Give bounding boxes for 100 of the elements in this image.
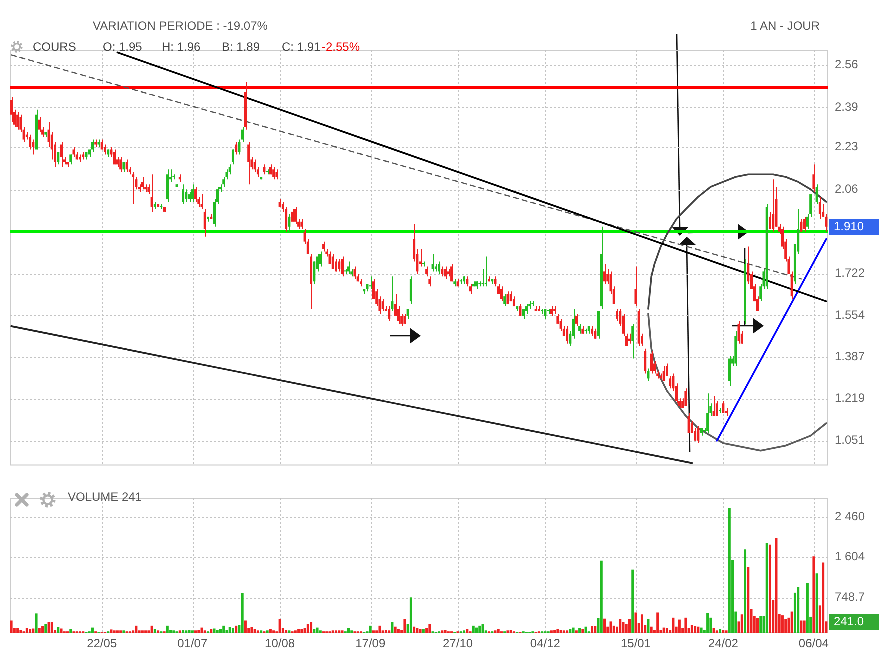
candlestick [388, 306, 391, 322]
bar [822, 562, 825, 633]
bar [348, 628, 350, 633]
y-tick-label: 2 460 [835, 509, 866, 524]
bar [700, 628, 703, 633]
candlestick [816, 184, 818, 205]
bar [16, 628, 20, 633]
bar [600, 560, 603, 633]
candlestick [254, 159, 256, 173]
bar [728, 508, 731, 633]
annotation: COURS [33, 40, 76, 54]
candlestick [338, 258, 341, 272]
candlestick [662, 366, 666, 382]
bar [198, 630, 200, 633]
chart-subtitle: 1 AN - JOUR [750, 19, 820, 33]
candlestick [38, 116, 41, 133]
bar [554, 630, 556, 633]
bar [416, 628, 419, 633]
candlestick [91, 139, 94, 153]
candlestick [150, 174, 154, 212]
candlestick [182, 184, 185, 205]
bar [697, 626, 700, 633]
candlestick [697, 425, 700, 444]
candlestick [104, 144, 106, 156]
bar [42, 626, 44, 633]
candlestick [506, 291, 510, 305]
candlestick [604, 264, 606, 285]
bar [50, 622, 54, 633]
bar [316, 628, 319, 633]
bar [241, 593, 244, 633]
bar [210, 629, 213, 633]
candlestick [60, 142, 63, 168]
candlestick [113, 149, 116, 166]
candlestick [647, 368, 650, 382]
bar [747, 567, 750, 633]
bar [722, 630, 725, 633]
bar [278, 619, 282, 633]
bar [800, 620, 803, 633]
candlestick [650, 350, 653, 374]
y-tick-label: 1 604 [835, 550, 866, 564]
candlestick [712, 396, 716, 417]
bar [760, 616, 762, 633]
candlestick [806, 214, 809, 230]
bar [57, 627, 60, 633]
bar [666, 628, 668, 633]
candlestick [544, 308, 547, 320]
bar [594, 626, 597, 633]
candlestick [348, 261, 350, 275]
candlestick [382, 298, 384, 312]
candlestick [335, 258, 338, 272]
candlestick [688, 413, 690, 434]
bar [154, 629, 156, 633]
bar [582, 629, 584, 633]
candlestick [188, 192, 191, 203]
candlestick [666, 363, 668, 377]
candlestick [432, 254, 434, 272]
bar [482, 624, 484, 633]
candlestick [226, 169, 228, 180]
candlestick [616, 308, 619, 322]
chart-title: VOLUME 241 [68, 490, 142, 504]
bar [690, 625, 694, 633]
bar [70, 629, 72, 633]
bar [300, 629, 304, 633]
candlestick [122, 162, 126, 173]
bar [719, 629, 722, 633]
bar [790, 612, 794, 633]
text: 241.0 [834, 614, 864, 628]
bar [560, 630, 562, 633]
bar [604, 618, 606, 633]
y-tick-label: 1.554 [835, 308, 866, 322]
candlestick [185, 189, 188, 203]
y-tick-label: 1.051 [835, 432, 866, 447]
bar [572, 628, 575, 633]
bar [410, 598, 412, 633]
bar [10, 620, 13, 633]
bar [797, 587, 800, 633]
candlestick [818, 196, 822, 220]
y-tick-label: 2.23 [835, 140, 859, 154]
annotation: H: 1.96 [162, 40, 201, 54]
bar [310, 622, 313, 633]
candlestick [494, 276, 497, 288]
bar [591, 626, 594, 633]
bar [235, 626, 238, 633]
candlestick [141, 176, 144, 190]
bar [640, 614, 644, 633]
candlestick [522, 308, 525, 320]
bar [610, 622, 612, 633]
bar [135, 626, 138, 633]
y-tick-label: 748.7 [835, 590, 866, 604]
bar [428, 624, 432, 633]
candlestick [410, 276, 412, 305]
bar [781, 616, 784, 633]
bar [269, 629, 272, 633]
candlestick [313, 261, 316, 285]
y-tick-label: 1.219 [835, 391, 866, 406]
y-tick-label: 2.39 [835, 100, 859, 114]
candlestick [669, 376, 672, 390]
bar [578, 628, 582, 633]
x-tick-label: 27/10 [443, 636, 474, 651]
candlestick [438, 261, 441, 275]
